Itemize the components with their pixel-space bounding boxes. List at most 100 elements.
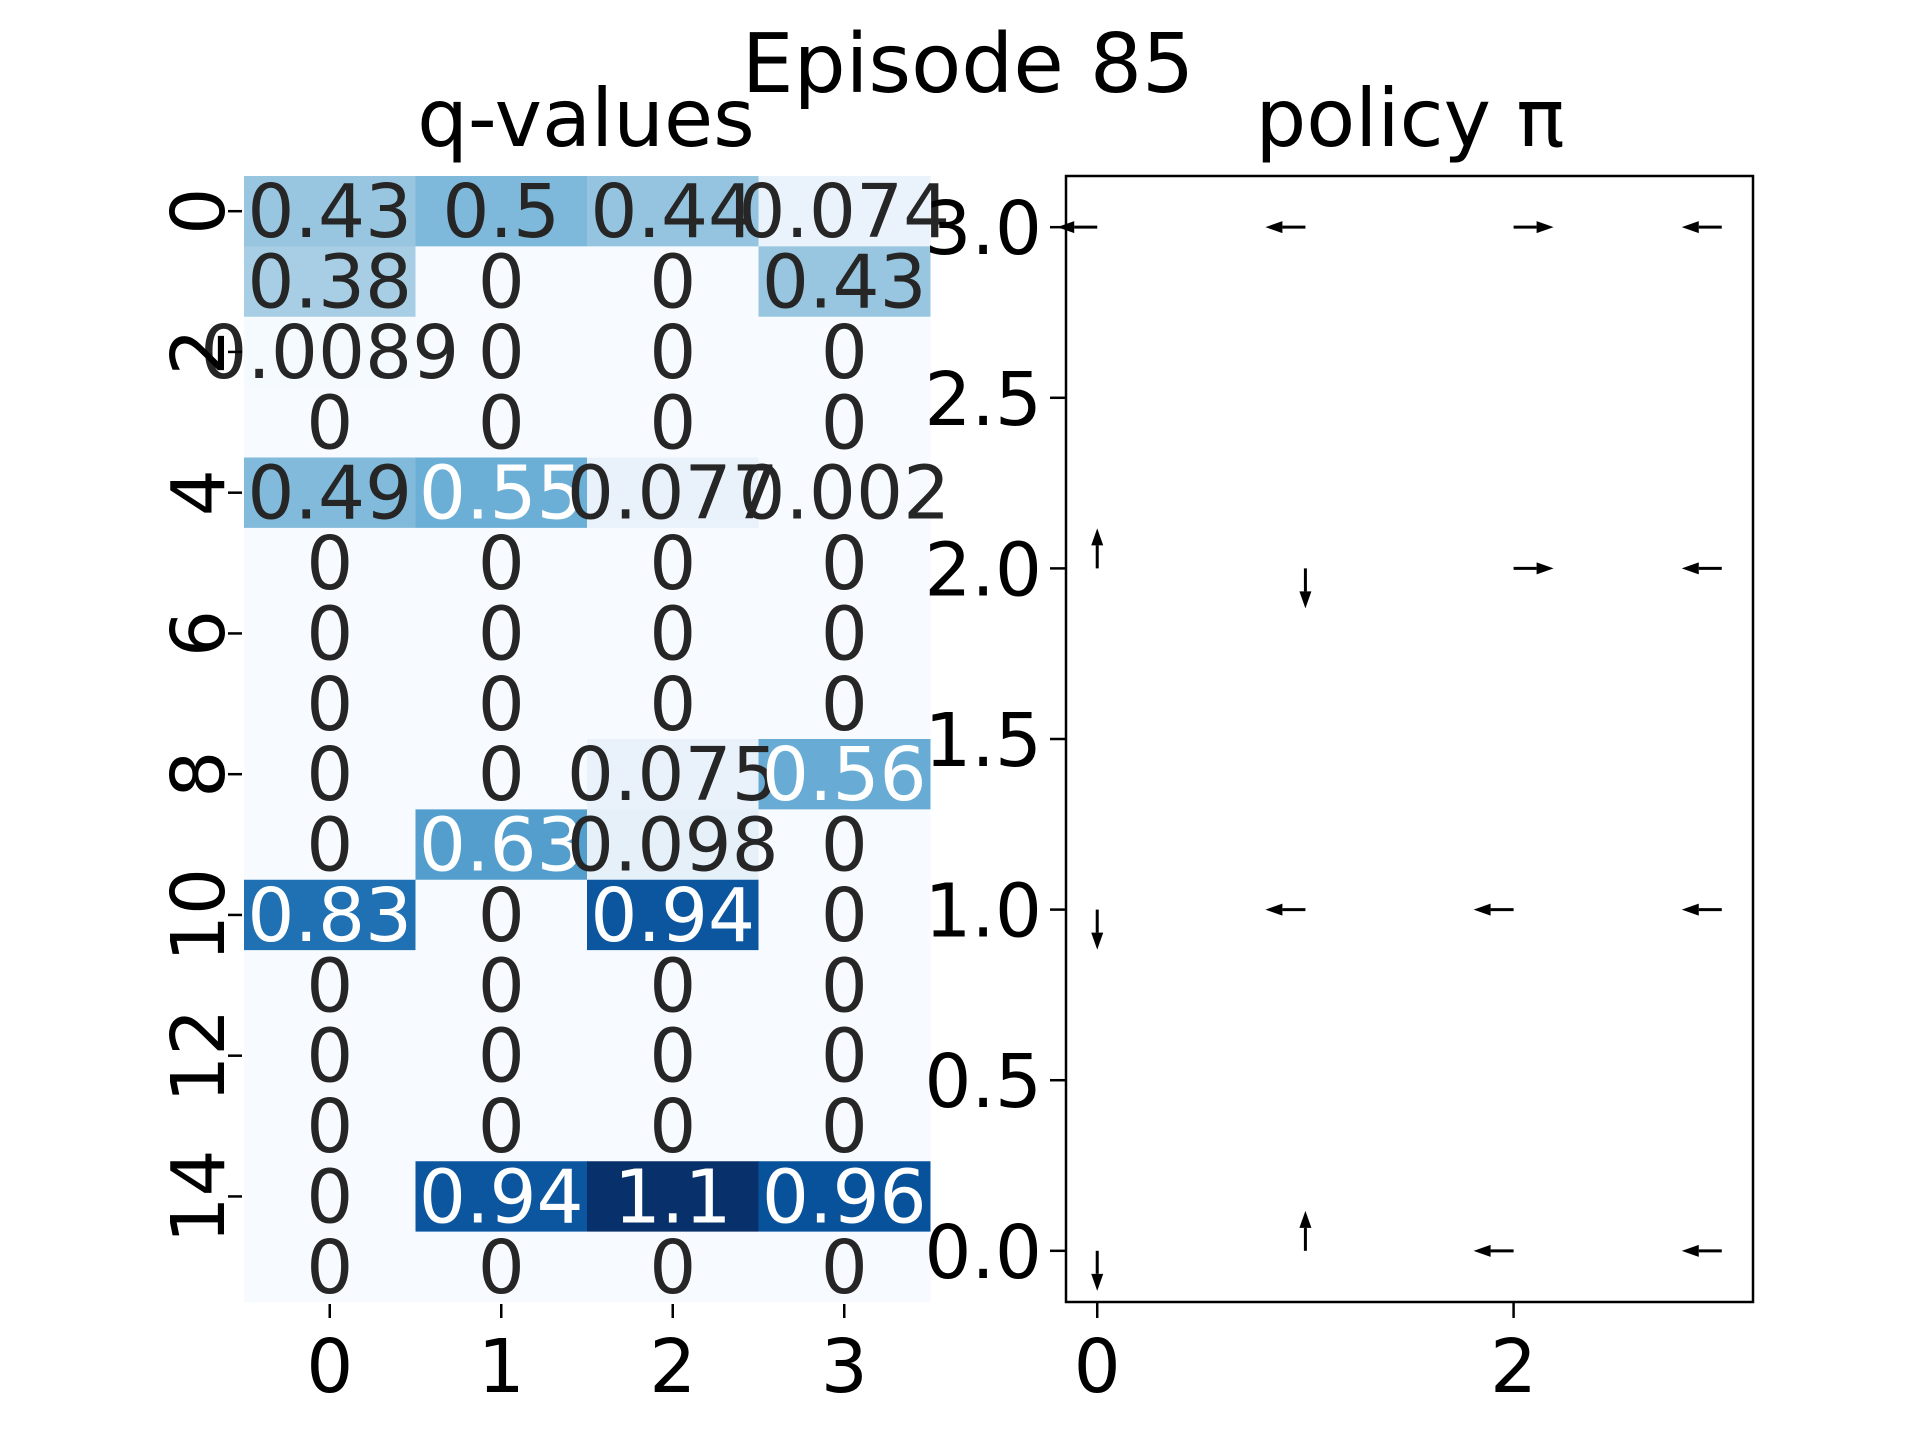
heatmap-cell-label: 0 bbox=[306, 1014, 353, 1100]
heatmap-cell bbox=[758, 246, 931, 318]
heatmap-cell-label: 0 bbox=[649, 1084, 696, 1170]
heatmap-cell bbox=[587, 1020, 759, 1092]
heatmap-cell bbox=[587, 598, 759, 670]
heatmap-x-tick-label: 1 bbox=[478, 1324, 525, 1410]
heatmap-cell bbox=[758, 1161, 931, 1233]
heatmap-cell bbox=[244, 387, 416, 458]
policy-arrow-right bbox=[1513, 562, 1554, 575]
policy-arrow-left bbox=[1681, 903, 1722, 916]
heatmap-cell bbox=[587, 739, 759, 810]
heatmap-cell-label: 0.5 bbox=[442, 169, 560, 255]
heatmap-cell bbox=[758, 809, 931, 881]
heatmap-cell bbox=[758, 950, 931, 1021]
heatmap-cell bbox=[758, 879, 931, 951]
heatmap-cell bbox=[587, 527, 759, 599]
policy-axes: 0 2 0.0 0.5 1.0 1.5 2.0 2.5 3.0 bbox=[924, 186, 1537, 1410]
heatmap-cell bbox=[415, 598, 588, 670]
heatmap-cell-label: 0 bbox=[306, 803, 353, 889]
policy-y-tick-label: 1.5 bbox=[924, 698, 1042, 784]
heatmap-cell bbox=[758, 1020, 931, 1092]
heatmap-cell-label: 0 bbox=[306, 943, 353, 1029]
heatmap-cell-label: 0 bbox=[649, 240, 696, 326]
heatmap-cell-label: 0.49 bbox=[247, 451, 412, 537]
heatmap-cell-label: 0 bbox=[649, 1014, 696, 1100]
heatmap-cell bbox=[587, 176, 759, 247]
heatmap-cell-label: 0 bbox=[821, 662, 868, 748]
heatmap-cell-label: 0 bbox=[478, 732, 525, 818]
heatmap-cell bbox=[244, 950, 416, 1021]
heatmap-cell bbox=[415, 1161, 588, 1233]
heatmap-cell bbox=[415, 176, 588, 247]
heatmap-cell bbox=[244, 739, 416, 810]
heatmap-cell bbox=[758, 387, 931, 458]
heatmap-y-tick-label: 10 bbox=[156, 868, 242, 962]
heatmap-cell bbox=[758, 176, 931, 247]
heatmap-cell-label: 0 bbox=[478, 240, 525, 326]
heatmap-cell-label: 0.55 bbox=[419, 451, 584, 537]
heatmap-cell-label: 0 bbox=[649, 310, 696, 396]
heatmap-cell-label: 0 bbox=[306, 1084, 353, 1170]
heatmap-cell-label: 0 bbox=[478, 591, 525, 677]
policy-arrow-left bbox=[1265, 221, 1306, 234]
heatmap-cell bbox=[415, 1020, 588, 1092]
policy-y-tick-label: 0.5 bbox=[924, 1039, 1042, 1125]
heatmap-y-tick-label: 4 bbox=[156, 469, 242, 516]
heatmap-cell bbox=[415, 1090, 588, 1162]
heatmap-cell bbox=[758, 457, 931, 529]
heatmap-cell bbox=[587, 809, 759, 881]
heatmap-cell bbox=[758, 739, 931, 810]
heatmap-cell bbox=[244, 527, 416, 599]
heatmap-cell-label: 0 bbox=[478, 521, 525, 607]
heatmap-cell-label: 0 bbox=[478, 1014, 525, 1100]
heatmap-cell bbox=[415, 950, 588, 1021]
policy-arrow-down bbox=[1299, 568, 1312, 609]
policy-arrows bbox=[1057, 221, 1722, 1291]
heatmap-x-tick-label: 2 bbox=[649, 1324, 696, 1410]
heatmap-cell bbox=[244, 1090, 416, 1162]
heatmap-cell-label: 0.0089 bbox=[200, 310, 459, 396]
heatmap-cell bbox=[587, 1090, 759, 1162]
heatmap-cell-label: 0 bbox=[821, 943, 868, 1029]
heatmap-cell-label: 0 bbox=[821, 873, 868, 959]
policy-arrow-left bbox=[1265, 903, 1306, 916]
heatmap-cell-label: 0.43 bbox=[762, 240, 927, 326]
policy-arrow-left bbox=[1681, 221, 1722, 234]
heatmap-cell bbox=[758, 1231, 931, 1303]
policy-arrow-left bbox=[1681, 1244, 1722, 1257]
heatmap-cell bbox=[415, 879, 588, 951]
heatmap-cell bbox=[244, 809, 416, 881]
heatmap-cell bbox=[587, 668, 759, 740]
heatmap-cell-label: 0.94 bbox=[590, 873, 755, 959]
heatmap-cell bbox=[244, 1161, 416, 1233]
heatmap-cell-label: 0 bbox=[306, 521, 353, 607]
heatmap-cell bbox=[415, 668, 588, 740]
policy-arrow-right bbox=[1513, 221, 1554, 234]
policy-arrow-left bbox=[1681, 562, 1722, 575]
heatmap-y-tick-label: 0 bbox=[156, 188, 242, 235]
heatmap-cell-label: 0 bbox=[649, 943, 696, 1029]
heatmap-cell-label: 0 bbox=[649, 380, 696, 466]
heatmap-cell-label: 0.002 bbox=[738, 451, 950, 537]
heatmap-y-tick-label: 8 bbox=[156, 751, 242, 798]
heatmap-cell bbox=[244, 176, 416, 247]
heatmap-cell-label: 0 bbox=[306, 1154, 353, 1240]
heatmap-cell bbox=[758, 316, 931, 388]
heatmap-cell-label: 0 bbox=[821, 1225, 868, 1311]
heatmap-cell-label: 0.077 bbox=[567, 451, 779, 537]
heatmap-cell-label: 0.83 bbox=[247, 873, 412, 959]
heatmap-cell-label: 0.074 bbox=[738, 169, 950, 255]
heatmap-x-tick-label: 0 bbox=[306, 1324, 353, 1410]
heatmap-cell-label: 0.38 bbox=[247, 240, 412, 326]
policy-arrow-left bbox=[1473, 903, 1514, 916]
heatmap-cell-label: 0.098 bbox=[567, 803, 779, 889]
heatmap-cell bbox=[415, 527, 588, 599]
heatmap-cell bbox=[587, 1231, 759, 1303]
heatmap-title: q-values bbox=[417, 72, 755, 165]
policy-title: policy π bbox=[1255, 72, 1564, 165]
policy-arrow-down bbox=[1091, 1250, 1104, 1291]
policy-y-tick-label: 2.0 bbox=[924, 527, 1042, 613]
policy-x-tick-label: 2 bbox=[1490, 1324, 1537, 1410]
